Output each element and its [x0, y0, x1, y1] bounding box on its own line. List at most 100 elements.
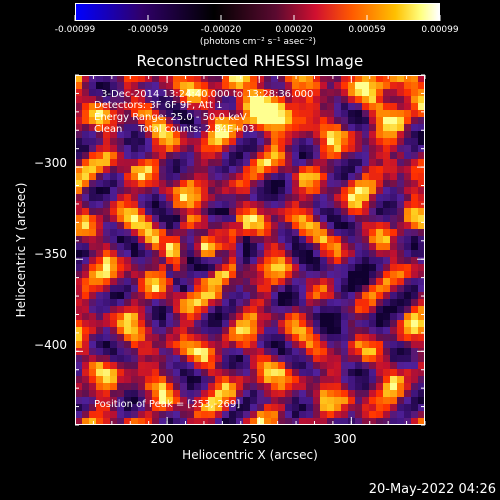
heatmap-cell — [82, 383, 89, 390]
heatmap-cell — [320, 194, 327, 201]
heatmap-cell — [201, 138, 208, 145]
heatmap-cell — [131, 257, 138, 264]
heatmap-cell — [383, 159, 390, 166]
heatmap-cell — [152, 369, 159, 376]
heatmap-cell — [187, 285, 194, 292]
heatmap-cell — [82, 411, 89, 418]
heatmap-cell — [292, 292, 299, 299]
heatmap-cell — [264, 117, 271, 124]
heatmap-cell — [180, 264, 187, 271]
heatmap-cell — [257, 278, 264, 285]
heatmap-cell — [348, 152, 355, 159]
heatmap-cell — [173, 397, 180, 404]
heatmap-cell — [327, 250, 334, 257]
heatmap-cell — [208, 152, 215, 159]
heatmap-cell — [96, 110, 103, 117]
heatmap-cell — [75, 103, 82, 110]
heatmap-cell — [404, 152, 411, 159]
heatmap-cell — [145, 131, 152, 138]
heatmap-cell — [124, 383, 131, 390]
heatmap-cell — [187, 250, 194, 257]
heatmap-cell — [96, 383, 103, 390]
heatmap-cell — [131, 411, 138, 418]
heatmap-cell — [334, 362, 341, 369]
heatmap-cell — [110, 187, 117, 194]
heatmap-cell — [110, 124, 117, 131]
heatmap-cell — [390, 131, 397, 138]
heatmap-cell — [306, 404, 313, 411]
heatmap-cell — [292, 362, 299, 369]
heatmap-cell — [103, 138, 110, 145]
heatmap-cell — [397, 278, 404, 285]
heatmap-cell — [166, 285, 173, 292]
heatmap-cell — [187, 320, 194, 327]
heatmap-cell — [264, 348, 271, 355]
heatmap-cell — [355, 96, 362, 103]
heatmap-cell — [299, 362, 306, 369]
heatmap-cell — [152, 82, 159, 89]
heatmap-cell — [327, 194, 334, 201]
heatmap-cell — [285, 152, 292, 159]
heatmap-cell — [89, 376, 96, 383]
heatmap-cell — [313, 376, 320, 383]
heatmap-cell — [306, 306, 313, 313]
heatmap-cell — [257, 89, 264, 96]
heatmap-cell — [411, 404, 418, 411]
heatmap-cell — [327, 355, 334, 362]
heatmap-cell — [208, 257, 215, 264]
heatmap-cell — [320, 334, 327, 341]
heatmap-cell — [285, 320, 292, 327]
heatmap-cell — [271, 152, 278, 159]
heatmap-cell — [243, 369, 250, 376]
heatmap-cell — [180, 173, 187, 180]
heatmap-cell — [229, 404, 236, 411]
heatmap-cell — [173, 376, 180, 383]
heatmap-cell — [299, 243, 306, 250]
heatmap-cell — [215, 75, 222, 82]
heatmap-cell — [285, 264, 292, 271]
heatmap-cell — [124, 152, 131, 159]
heatmap-cell — [124, 75, 131, 82]
heatmap-cell — [264, 292, 271, 299]
heatmap-cell — [138, 180, 145, 187]
heatmap-cell — [124, 334, 131, 341]
heatmap-cell — [75, 173, 82, 180]
heatmap-cell — [145, 222, 152, 229]
heatmap-cell — [362, 334, 369, 341]
heatmap-cell — [327, 222, 334, 229]
heatmap-cell — [320, 376, 327, 383]
heatmap-cell — [145, 348, 152, 355]
heatmap-cell — [383, 103, 390, 110]
heatmap-cell — [320, 96, 327, 103]
heatmap-cell — [124, 299, 131, 306]
heatmap-cell — [292, 285, 299, 292]
heatmap-cell — [180, 194, 187, 201]
heatmap-cell — [236, 180, 243, 187]
heatmap-cell — [250, 152, 257, 159]
heatmap-cell — [411, 117, 418, 124]
heatmap-cell — [397, 404, 404, 411]
heatmap-cell — [285, 376, 292, 383]
heatmap-cell — [376, 229, 383, 236]
heatmap-cell — [313, 383, 320, 390]
heatmap-cell — [131, 243, 138, 250]
heatmap-cell — [166, 82, 173, 89]
heatmap-cell — [292, 257, 299, 264]
heatmap-cell — [180, 383, 187, 390]
heatmap-cell — [215, 124, 222, 131]
heatmap-cell — [152, 187, 159, 194]
heatmap-cell — [376, 89, 383, 96]
heatmap-cell — [166, 110, 173, 117]
heatmap-cell — [124, 411, 131, 418]
heatmap-cell — [131, 278, 138, 285]
heatmap-cell — [306, 194, 313, 201]
heatmap-cell — [166, 131, 173, 138]
heatmap-cell — [355, 173, 362, 180]
heatmap-cell — [341, 362, 348, 369]
heatmap-cell — [96, 250, 103, 257]
heatmap-cell — [278, 131, 285, 138]
heatmap-cell — [383, 131, 390, 138]
heatmap-cell — [89, 355, 96, 362]
heatmap-cell — [124, 327, 131, 334]
heatmap-cell — [152, 306, 159, 313]
